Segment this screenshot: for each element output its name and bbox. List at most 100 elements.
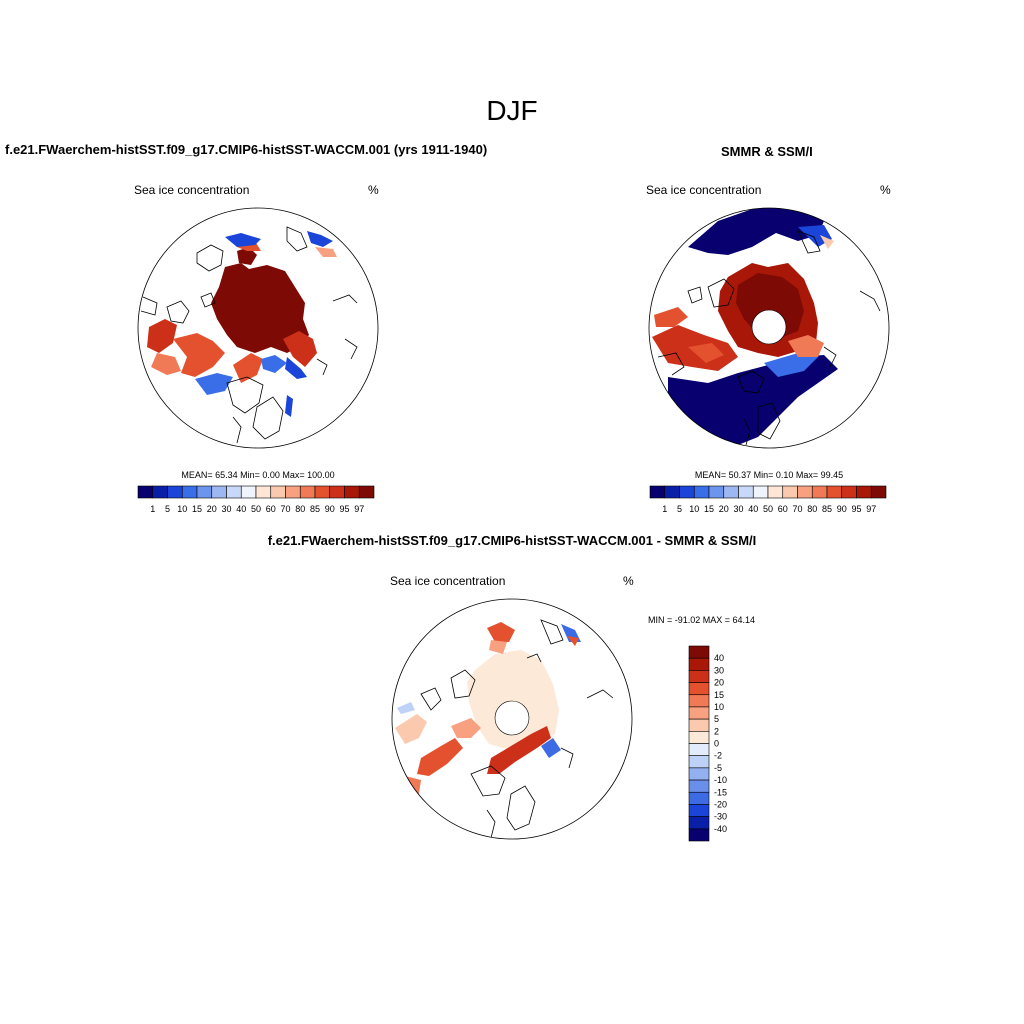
colorbar-swatch <box>181 485 198 499</box>
colorbar-label: 5 <box>165 504 170 514</box>
colorbar-swatch <box>767 485 784 499</box>
colorbar-label: -20 <box>714 799 727 809</box>
barents-ice <box>283 331 317 367</box>
colorbar-label: 20 <box>207 504 217 514</box>
panel2-low-ice-north <box>688 208 824 255</box>
panel3-stats: MIN = -91.02 MAX = 64.14 <box>648 615 756 625</box>
colorbar-label: 0 <box>714 739 719 749</box>
panel2-left-label: Sea ice concentration <box>646 183 762 197</box>
colorbar-swatch <box>708 485 725 499</box>
colorbar-label: 30 <box>221 504 231 514</box>
colorbar-swatch <box>688 670 710 683</box>
colorbar-swatch <box>167 485 183 499</box>
colorbar-swatch <box>688 645 710 659</box>
panel2-title: SMMR & SSM/I <box>721 144 813 159</box>
colorbar-label: 85 <box>310 504 320 514</box>
colorbar-swatch <box>358 485 375 499</box>
colorbar-label: -15 <box>714 787 727 797</box>
colorbar-label: 70 <box>280 504 290 514</box>
colorbar-swatch <box>270 485 286 499</box>
colorbar-swatch <box>679 485 695 499</box>
colorbar-swatch <box>211 485 227 499</box>
colorbar-swatch <box>688 682 710 696</box>
colorbar-swatch <box>299 485 316 499</box>
colorbar-swatch <box>688 767 710 781</box>
panel1-stats: MEAN= 65.34 Min= 0.00 Max= 100.00 <box>181 470 335 480</box>
colorbar-swatch <box>688 791 710 805</box>
colorbar-label: 40 <box>236 504 246 514</box>
colorbar-label: 1 <box>150 504 155 514</box>
colorbar-swatch <box>226 485 242 499</box>
colorbar-swatch <box>240 485 257 499</box>
colorbar-swatch <box>752 485 769 499</box>
colorbar-label: 30 <box>733 504 743 514</box>
colorbar-swatch <box>811 485 828 499</box>
colorbar-label: -5 <box>714 763 722 773</box>
panel2-units: % <box>880 183 891 197</box>
colorbar-label: 80 <box>807 504 817 514</box>
colorbar-swatch <box>723 485 739 499</box>
colorbar-swatch <box>285 485 301 499</box>
colorbar-label: 10 <box>714 702 724 712</box>
panel3-central-difference <box>467 650 559 750</box>
colorbar-swatch <box>688 804 710 817</box>
colorbar-label: 15 <box>192 504 202 514</box>
panel1-title: f.e21.FWaerchem-histSST.f09_g17.CMIP6-hi… <box>5 142 488 157</box>
colorbar-label: -2 <box>714 751 722 761</box>
panel2-colorbar: 1 5 10 15 20 30 40 50 60 70 80 85 90 95 97 <box>649 485 887 514</box>
colorbar-label: 20 <box>714 678 724 688</box>
panel1-units: % <box>368 183 379 197</box>
panel2-polar-map <box>648 207 890 449</box>
colorbar-swatch <box>137 485 154 499</box>
panel1-colorbar: 1 5 10 15 20 30 40 50 60 70 80 85 90 95 97 <box>137 485 375 514</box>
colorbar-swatch <box>329 485 345 499</box>
colorbar-label: 60 <box>778 504 788 514</box>
colorbar-label: 90 <box>837 504 847 514</box>
colorbar-label: -10 <box>714 775 727 785</box>
colorbar-label: 50 <box>763 504 773 514</box>
panel2-low-ice-south <box>668 355 838 448</box>
colorbar-swatch <box>196 485 213 499</box>
colorbar-label: 50 <box>251 504 261 514</box>
colorbar-swatch <box>255 485 272 499</box>
colorbar-swatch <box>870 485 887 499</box>
colorbar-label: 70 <box>792 504 802 514</box>
colorbar-swatch <box>314 485 331 499</box>
colorbar-swatch <box>664 485 680 499</box>
colorbar-label: 15 <box>714 690 724 700</box>
colorbar-label: 97 <box>354 504 364 514</box>
colorbar-label: 40 <box>714 653 724 663</box>
panel3-units: % <box>623 574 634 588</box>
colorbar-label: 40 <box>748 504 758 514</box>
colorbar-label: 5 <box>714 714 719 724</box>
colorbar-swatch <box>688 694 710 708</box>
colorbar-label: -40 <box>714 824 727 834</box>
colorbar-label: -30 <box>714 812 727 822</box>
colorbar-swatch <box>688 731 710 744</box>
figure-title: DJF <box>486 95 538 126</box>
colorbar-swatch <box>344 485 360 499</box>
panel3-polar-map <box>391 598 633 840</box>
colorbar-label: 15 <box>704 504 714 514</box>
colorbar-label: 2 <box>714 726 719 736</box>
colorbar-label: 60 <box>266 504 276 514</box>
colorbar-swatch <box>688 755 710 769</box>
colorbar-label: 97 <box>866 504 876 514</box>
panel1-polar-map <box>137 207 379 449</box>
colorbar-label: 1 <box>662 504 667 514</box>
colorbar-swatch <box>152 485 168 499</box>
arctic-ice-pack <box>211 263 309 353</box>
panel3-left-label: Sea ice concentration <box>390 574 506 588</box>
colorbar-label: 95 <box>851 504 861 514</box>
colorbar-label: 85 <box>822 504 832 514</box>
panel2-stats: MEAN= 50.37 Min= 0.10 Max= 99.45 <box>694 470 844 480</box>
colorbar-label: 80 <box>295 504 305 514</box>
colorbar-label: 10 <box>177 504 187 514</box>
hudson-ice <box>147 319 177 353</box>
colorbar-label: 20 <box>719 504 729 514</box>
colorbar-swatch <box>688 743 710 756</box>
colorbar-label: 10 <box>689 504 699 514</box>
panel3-title: f.e21.FWaerchem-histSST.f09_g17.CMIP6-hi… <box>267 533 757 548</box>
panel1-left-label: Sea ice concentration <box>134 183 250 197</box>
